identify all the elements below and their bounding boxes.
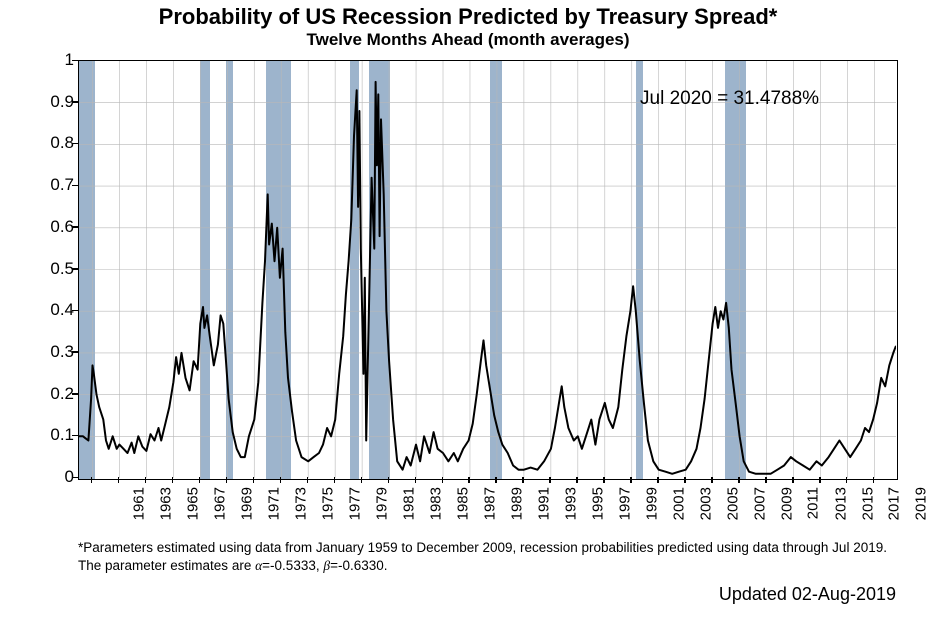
- x-tick-label: 1985: [454, 487, 471, 520]
- y-tick-label: 0.4: [14, 300, 74, 320]
- x-tick-label: 1963: [158, 487, 175, 520]
- y-tick-label: 0.2: [14, 384, 74, 404]
- x-tick-label: 1987: [481, 487, 498, 520]
- x-tick-label: 1989: [508, 487, 525, 520]
- probability-line: [79, 82, 896, 474]
- y-tick-label: 0: [14, 467, 74, 487]
- x-tick-label: 2013: [832, 487, 849, 520]
- x-tick-label: 2011: [804, 487, 821, 519]
- x-tick-label: 1991: [535, 487, 552, 520]
- updated-date: Updated 02-Aug-2019: [719, 584, 896, 605]
- x-tick-label: 1961: [131, 487, 148, 520]
- plot-svg: [79, 61, 896, 478]
- beta-value: =-0.6330.: [330, 558, 387, 573]
- y-tick-label: 0.1: [14, 425, 74, 445]
- x-tick-label: 1983: [427, 487, 444, 520]
- x-tick-label: 2015: [859, 487, 876, 520]
- chart-subtitle: Twelve Months Ahead (month averages): [0, 30, 936, 50]
- x-tick-label: 1969: [239, 487, 256, 520]
- recession-probability-chart: Probability of US Recession Predicted by…: [0, 0, 936, 617]
- x-tick-label: 1971: [266, 487, 283, 520]
- footnote-line-2: The parameter estimates are α=-0.5333, β…: [78, 558, 388, 574]
- plot-area: [78, 60, 898, 480]
- x-tick-label: 1975: [320, 487, 337, 520]
- y-tick-label: 1: [14, 50, 74, 70]
- latest-value-annotation: Jul 2020 = 31.4788%: [640, 88, 819, 110]
- y-tick-label: 0.8: [14, 133, 74, 153]
- x-tick-label: 1993: [562, 487, 579, 520]
- x-tick-label: 1999: [643, 487, 660, 520]
- x-tick-label: 1967: [212, 487, 229, 520]
- y-tick-label: 0.5: [14, 259, 74, 279]
- x-tick-label: 2007: [751, 487, 768, 520]
- x-tick-label: 2017: [886, 487, 903, 520]
- footnote-prefix: The parameter estimates are: [78, 558, 255, 573]
- x-tick-label: 1995: [589, 487, 606, 520]
- x-tick-label: 1973: [293, 487, 310, 520]
- x-tick-label: 2003: [697, 487, 714, 520]
- y-tick-label: 0.7: [14, 175, 74, 195]
- x-tick-label: 2005: [724, 487, 741, 520]
- y-tick-label: 0.9: [14, 92, 74, 112]
- x-tick-label: 2019: [913, 487, 930, 520]
- y-tick-label: 0.3: [14, 342, 74, 362]
- x-tick-label: 2009: [778, 487, 795, 520]
- chart-title: Probability of US Recession Predicted by…: [0, 4, 936, 30]
- x-tick-label: 1997: [616, 487, 633, 520]
- y-tick-label: 0.6: [14, 217, 74, 237]
- alpha-value: =-0.5333,: [262, 558, 323, 573]
- footnote-line-1: *Parameters estimated using data from Ja…: [78, 540, 887, 555]
- x-tick-label: 1981: [400, 487, 417, 520]
- x-tick-label: 2001: [670, 487, 687, 520]
- x-tick-label: 1979: [374, 487, 391, 520]
- x-tick-label: 1965: [185, 487, 202, 520]
- x-tick-label: 1977: [347, 487, 364, 520]
